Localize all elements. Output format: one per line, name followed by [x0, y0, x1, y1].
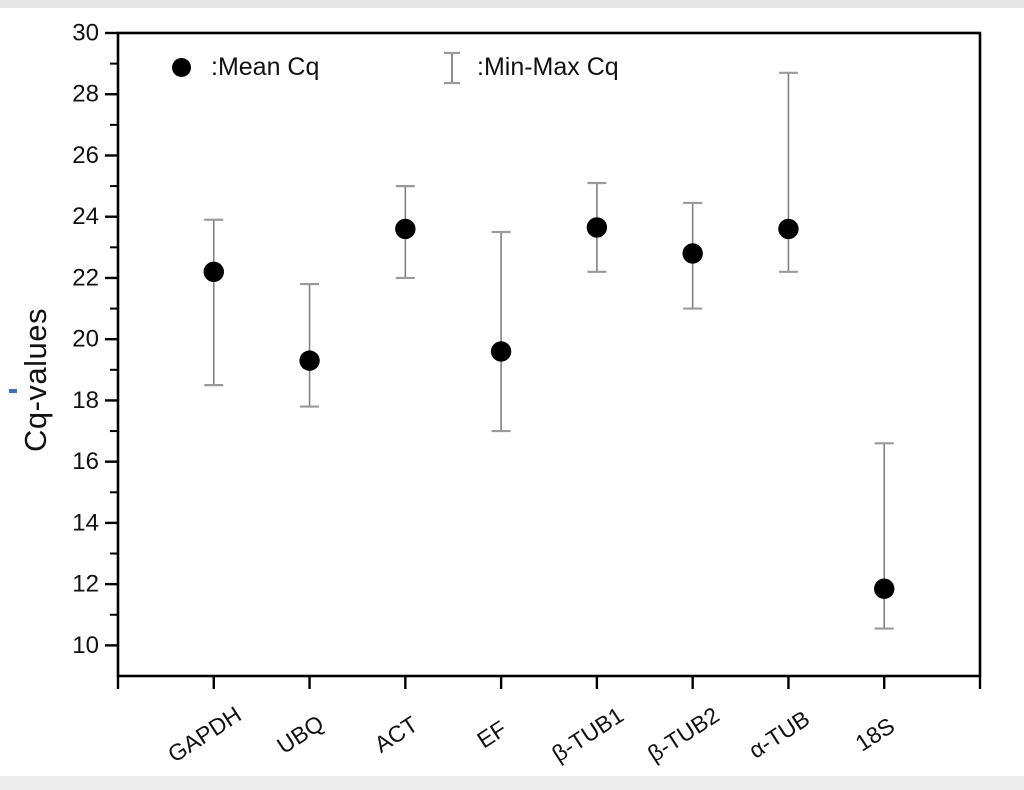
mean-point [395, 218, 416, 240]
y-tick-label: 12 [72, 571, 99, 598]
x-tick-label: GAPDH [163, 701, 246, 767]
mean-point [203, 261, 224, 283]
blue-artifact-dash [9, 389, 17, 393]
legend-minmax-label: :Min-Max Cq [477, 53, 619, 81]
mean-point [682, 243, 703, 264]
plot-border [116, 31, 982, 678]
y-tick-label: 26 [72, 142, 99, 169]
x-tick-label: 18S [851, 712, 899, 756]
mean-point [586, 217, 608, 238]
y-tick-label: 22 [72, 264, 99, 291]
y-axis-title: Cq-values [18, 307, 53, 453]
y-tick-label: 18 [72, 387, 99, 414]
y-tick-label: 24 [72, 203, 99, 230]
page-edge-bottom [0, 776, 1024, 790]
x-tick-label: ACT [370, 711, 423, 758]
x-tick-label: α-TUB [744, 705, 814, 763]
y-tick-label: 10 [72, 632, 99, 659]
mean-point [490, 341, 512, 362]
y-tick-label: 16 [72, 448, 99, 475]
x-tick-label: UBQ [272, 710, 328, 759]
y-tick-label: 20 [72, 326, 99, 353]
page-edge-top [0, 0, 1024, 8]
mean-point [778, 218, 799, 240]
min-max-errorbar-icon [444, 51, 460, 85]
y-tick-label: 14 [72, 509, 99, 536]
mean-point [874, 578, 895, 599]
mean-circle-icon [172, 58, 191, 77]
x-tick-label: β-TUB1 [547, 702, 628, 767]
legend-mean-label: :Mean Cq [211, 53, 320, 81]
y-tick-label: 30 [72, 20, 99, 47]
x-tick-label: β-TUB2 [643, 702, 724, 767]
x-tick-label: EF [472, 715, 511, 753]
mean-point [299, 350, 320, 371]
y-tick-label: 28 [72, 81, 99, 108]
